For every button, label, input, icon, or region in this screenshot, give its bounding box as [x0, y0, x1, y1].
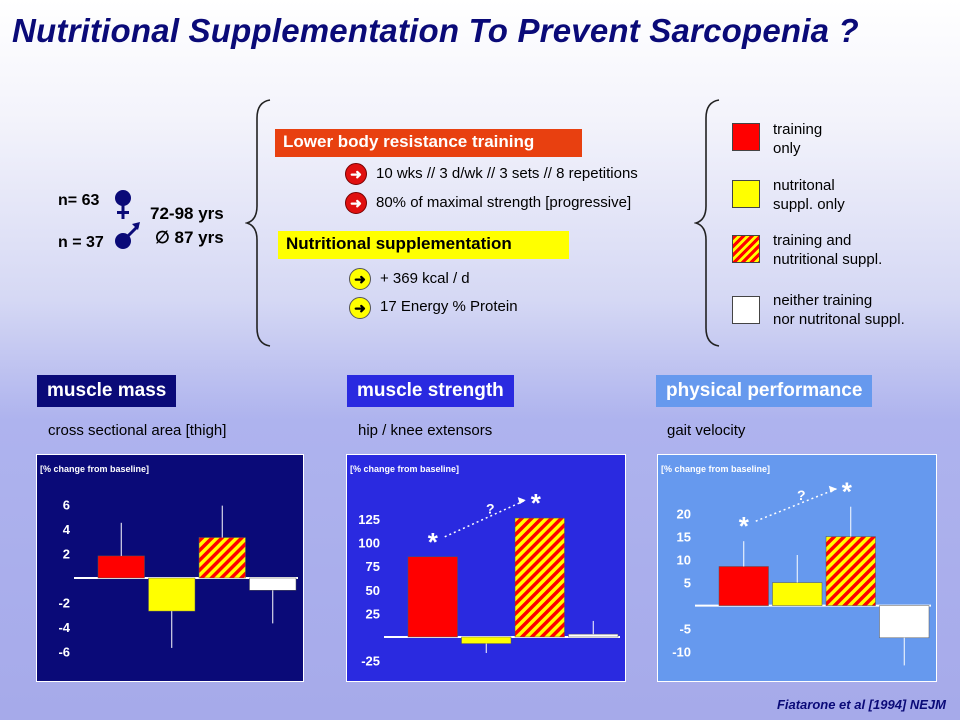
y-tick-label: 25 — [366, 606, 380, 621]
trend-arrow-head — [828, 485, 837, 493]
y-tick-label: -2 — [58, 596, 70, 611]
nutrition-item: + 369 kcal / d — [380, 270, 470, 287]
legend-swatch-nutrition — [732, 180, 760, 208]
y-tick-label: -5 — [679, 622, 691, 637]
bar — [249, 577, 297, 591]
legend-swatch-neither — [732, 296, 760, 324]
mean-age: ∅ 87 yrs — [155, 228, 224, 247]
legend-label-training: training only — [773, 121, 823, 157]
legend-swatch-training — [732, 123, 760, 151]
y-tick-label: 20 — [677, 507, 691, 522]
question-mark: ? — [486, 500, 495, 516]
training-item: 80% of maximal strength [progressive] — [376, 194, 632, 211]
legend-label-combined: training and nutritional suppl. — [773, 232, 883, 268]
y-axis-label: [% change from baseline] — [40, 464, 149, 474]
training-item: 10 wks // 3 d/wk // 3 sets // 8 repetiti… — [376, 165, 638, 182]
female-symbol-icon — [115, 190, 131, 219]
significance-star: * — [428, 527, 439, 557]
chart-background — [36, 454, 304, 682]
arrow-right-icon: ➜ — [345, 192, 367, 214]
y-tick-label: 50 — [366, 583, 380, 598]
y-tick-label: 2 — [63, 546, 70, 561]
y-tick-label: 75 — [366, 559, 380, 574]
chart-muscle-mass: [% change from baseline] 6 4 2 -2 -4 -6 — [36, 454, 304, 682]
significance-star: * — [531, 488, 542, 518]
y-tick-label: 5 — [684, 576, 691, 591]
nutrition-banner: Nutritional supplementation — [278, 231, 569, 259]
arrow-right-icon: ➜ — [349, 297, 371, 319]
source-citation: Fiatarone et al [1994] NEJM — [776, 697, 946, 712]
bar — [198, 537, 246, 579]
bar — [514, 517, 565, 638]
male-symbol-icon — [115, 222, 140, 249]
n-male-count: n = 37 — [58, 234, 104, 251]
chart-subtitle: cross sectional area [thigh] — [48, 422, 227, 439]
arrow-right-icon: ➜ — [349, 268, 371, 290]
y-tick-label: 10 — [677, 553, 691, 568]
question-mark: ? — [797, 487, 806, 503]
chart-subtitle: gait velocity — [667, 422, 746, 439]
bar — [148, 577, 196, 612]
bar — [461, 636, 512, 644]
arrow-right-icon: ➜ — [345, 163, 367, 185]
chart-muscle-strength: [% change from baseline] 125 100 75 50 25 -25 *… — [346, 454, 626, 682]
legend-brace — [694, 99, 720, 347]
significance-star: * — [739, 511, 750, 541]
bar — [407, 556, 458, 638]
page-title: Nutritional Supplementation To Prevent S… — [12, 12, 859, 49]
n-female-count: n= 63 — [58, 192, 100, 209]
y-tick-label: -6 — [58, 645, 70, 660]
significance-star: * — [842, 477, 853, 507]
y-tick-label: 6 — [63, 497, 70, 512]
gender-symbols — [115, 190, 140, 249]
bar — [97, 555, 145, 579]
y-tick-label: 4 — [63, 522, 71, 537]
y-axis-label: [% change from baseline] — [350, 464, 459, 474]
legend-swatch-combined — [732, 235, 760, 263]
y-tick-label: 15 — [677, 530, 691, 545]
age-range: 72-98 yrs — [150, 204, 224, 223]
y-tick-label: -10 — [672, 645, 691, 660]
chart-title-physical-performance: physical performance — [656, 375, 873, 407]
bar — [879, 605, 930, 639]
bar — [825, 536, 876, 606]
y-tick-label: 125 — [358, 512, 380, 527]
chart-title-muscle-strength: muscle strength — [347, 375, 514, 407]
chart-physical-performance: [% change from baseline] 20 15 10 5 -5 -10 * *? — [657, 454, 937, 682]
legend-label-nutrition: nutritonal suppl. only — [773, 177, 845, 213]
y-axis-label: [% change from baseline] — [661, 464, 770, 474]
chart-title-muscle-mass: muscle mass — [37, 375, 177, 407]
bar — [772, 582, 823, 606]
y-tick-label: 100 — [358, 536, 380, 551]
legend-label-neither: neither training nor nutritonal suppl. — [773, 292, 905, 328]
training-banner: Lower body resistance training — [275, 129, 582, 157]
chart-subtitle: hip / knee extensors — [358, 422, 493, 439]
bar — [718, 566, 769, 606]
nutrition-item: 17 Energy % Protein — [380, 298, 518, 315]
trend-arrow-head — [517, 497, 526, 505]
y-tick-label: -4 — [58, 620, 70, 635]
y-tick-label: -25 — [361, 654, 380, 669]
bar — [568, 633, 619, 638]
left-brace — [245, 99, 271, 347]
